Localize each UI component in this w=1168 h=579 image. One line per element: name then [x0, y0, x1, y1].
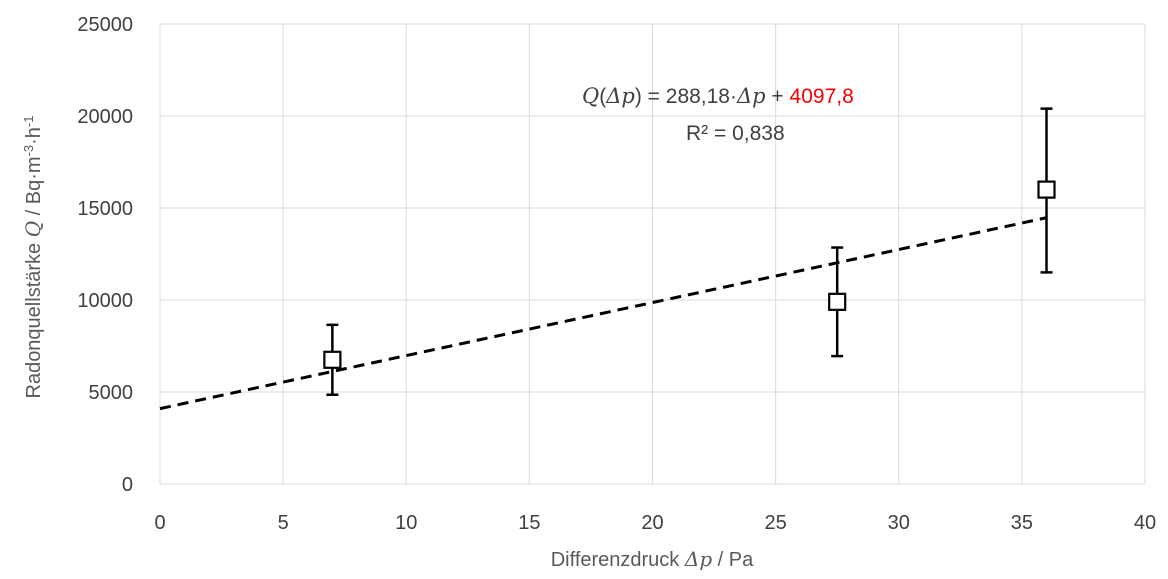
x-tick-label: 10 [395, 512, 417, 534]
equation-lhs-arg: Δp [605, 84, 635, 108]
x-axis-ticks: 0 5 10 15 20 25 30 35 40 [154, 512, 1156, 534]
data-point [1037, 180, 1056, 199]
trendline-equation: Q(Δp) = 288,18·Δp + 4097,8 [582, 84, 854, 108]
y-tick-label: 0 [122, 474, 133, 496]
equation-slope-symbol: Δp [736, 84, 766, 108]
equation-intercept: 4097,8 [790, 85, 854, 108]
x-tick-label: 0 [154, 512, 165, 534]
y-tick-label: 10000 [77, 290, 133, 312]
trendline-path [159, 216, 1047, 411]
equation-slope: = 288,18· [642, 85, 737, 108]
x-tick-label: 20 [641, 512, 663, 534]
y-axis-label: Radonquellstärke Q / Bq·m-3·h-1 [21, 116, 46, 399]
equation-plus: + [766, 85, 790, 108]
x-tick-label: 30 [888, 512, 910, 534]
x-tick-label: 40 [1134, 512, 1156, 534]
grid-lines [159, 23, 1146, 485]
data-point [323, 350, 342, 369]
x-tick-label: 15 [518, 512, 540, 534]
x-tick-label: 25 [765, 512, 787, 534]
x-tick-label: 5 [278, 512, 289, 534]
trendline [159, 216, 1047, 411]
equation-lhs-symbol: Q [582, 84, 599, 108]
y-tick-label: 25000 [77, 14, 133, 36]
y-tick-label: 5000 [89, 382, 134, 404]
error-bars [326, 107, 1053, 397]
y-tick-label: 20000 [77, 106, 133, 128]
data-point [828, 292, 847, 311]
r-squared: R² = 0,838 [686, 122, 785, 145]
data-points [323, 180, 1056, 369]
y-axis-ticks: 0 5000 10000 15000 20000 25000 [77, 14, 133, 496]
x-axis-label: Differenzdruck Δp / Pa [551, 547, 754, 571]
y-tick-label: 15000 [77, 198, 133, 220]
x-tick-label: 35 [1011, 512, 1033, 534]
